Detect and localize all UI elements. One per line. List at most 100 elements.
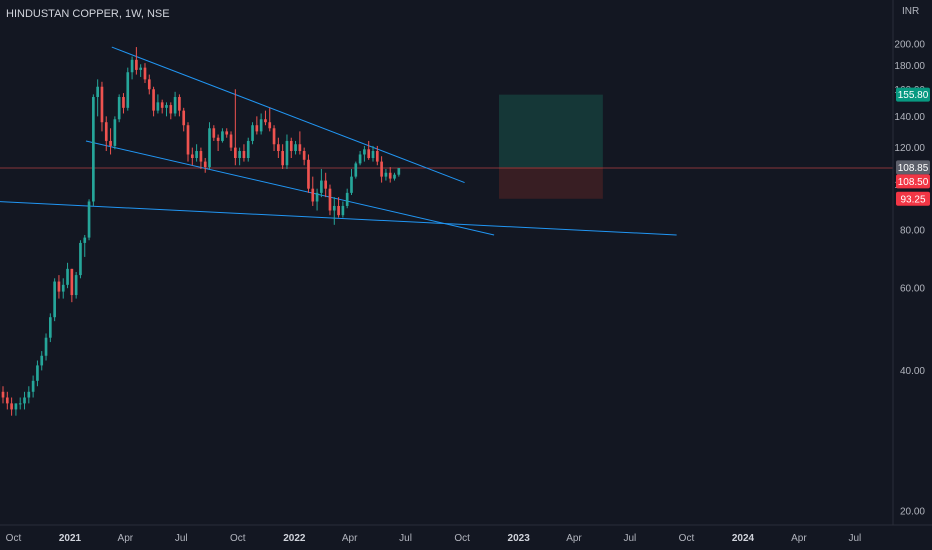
price-badge-bg <box>896 174 930 189</box>
x-tick-label: Oct <box>454 533 470 544</box>
candle-body <box>61 284 65 292</box>
candle <box>203 158 207 173</box>
candle <box>229 131 233 152</box>
price-badge-target: 155.80 <box>896 87 930 102</box>
candle-body <box>1 391 5 398</box>
candle <box>190 147 194 166</box>
candle <box>5 391 9 410</box>
candle <box>113 116 117 150</box>
candle-body <box>143 67 147 80</box>
price-badge-text: 155.80 <box>898 90 929 101</box>
candle-body <box>139 67 143 70</box>
candle-body <box>203 161 207 168</box>
candle-body <box>354 163 358 177</box>
x-tick-label: Apr <box>342 533 358 544</box>
candle <box>272 125 276 152</box>
candle-body <box>272 128 276 145</box>
candle <box>367 140 371 160</box>
target-zone[interactable] <box>498 94 603 168</box>
candle-body <box>199 151 203 162</box>
trendline-2[interactable] <box>85 140 495 236</box>
candle-body <box>190 154 194 159</box>
candle-body <box>195 151 198 159</box>
candle <box>109 128 112 155</box>
candle-body <box>96 86 99 98</box>
candle-body <box>264 119 267 123</box>
candle <box>178 94 181 117</box>
candle-body <box>74 275 78 296</box>
candle-body <box>14 403 18 410</box>
candle-body <box>393 174 396 179</box>
y-tick-label: 60.00 <box>900 284 925 295</box>
candle <box>259 113 263 135</box>
candle-body <box>233 147 237 159</box>
candle-body <box>44 337 48 356</box>
candle <box>130 56 134 80</box>
candle <box>324 172 328 198</box>
x-tick-label: Oct <box>230 533 246 544</box>
candle <box>281 144 284 169</box>
x-tick-label: Jul <box>175 533 188 544</box>
candle-body <box>66 268 69 285</box>
candle-body <box>380 161 383 177</box>
candle <box>66 262 69 289</box>
candle <box>277 137 280 159</box>
trendlines <box>0 46 677 236</box>
candle <box>57 275 61 299</box>
candle-body <box>225 131 229 135</box>
candle-body <box>289 140 293 152</box>
candle <box>375 145 379 166</box>
candle-body <box>281 151 284 166</box>
trendline-1[interactable] <box>111 46 465 184</box>
candle-body <box>285 140 289 166</box>
candle <box>307 154 310 193</box>
candle-body <box>277 144 280 152</box>
candle-body <box>18 403 22 405</box>
price-badge-stop: 93.25 <box>896 191 930 206</box>
candle <box>10 397 13 416</box>
candle-body <box>92 97 95 202</box>
x-tick-label: Oct <box>679 533 695 544</box>
x-tick-label: 2023 <box>508 533 531 544</box>
candle-body <box>208 128 211 168</box>
candle-body <box>70 268 74 296</box>
candle <box>393 172 396 181</box>
price-badge-bg <box>896 191 930 206</box>
candle-body <box>221 131 224 141</box>
candle-body <box>113 119 117 146</box>
x-tick-label: 2021 <box>59 533 82 544</box>
currency-label: INR <box>902 6 920 17</box>
candle <box>27 386 31 404</box>
candle-body <box>388 172 392 179</box>
candle <box>212 125 216 141</box>
candle-body <box>328 188 332 211</box>
candle-body <box>229 134 233 148</box>
candle <box>221 128 224 143</box>
candle <box>160 99 164 114</box>
stop-zone[interactable] <box>498 167 603 199</box>
candle <box>44 333 48 361</box>
candle <box>135 47 138 75</box>
candle <box>242 144 246 162</box>
candle-body <box>160 102 164 108</box>
candle-body <box>23 397 26 404</box>
candle <box>87 199 91 241</box>
price-badge-bg <box>896 160 930 175</box>
price-badge-entry: 108.85 <box>896 160 930 175</box>
candle-body <box>294 144 297 152</box>
candle-body <box>173 97 177 114</box>
y-tick-label: 80.00 <box>900 225 925 236</box>
candle-body <box>83 237 87 243</box>
candle-body <box>100 86 104 123</box>
candle <box>31 375 35 398</box>
candle-body <box>186 125 190 155</box>
position-zones <box>498 94 603 199</box>
candle <box>264 110 267 126</box>
candle <box>126 67 130 111</box>
candle-body <box>126 72 130 108</box>
candle-body <box>135 59 138 70</box>
candle <box>397 168 401 177</box>
trendline-3[interactable] <box>0 201 677 236</box>
candle <box>199 147 203 169</box>
